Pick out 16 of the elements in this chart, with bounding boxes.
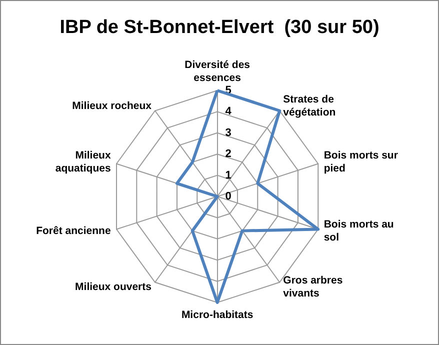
y-tick-label: 0 — [225, 190, 232, 203]
spoke-label: Milieux aquatiques — [55, 149, 111, 174]
spoke-label: Bois morts sur pied — [324, 149, 398, 174]
spoke-label: Strates de végétation — [283, 93, 336, 118]
spoke-label: Milieux ouverts — [75, 281, 152, 294]
y-tick-label: 1 — [225, 169, 232, 182]
spoke-label: Forêt ancienne — [36, 225, 111, 238]
y-tick-label: 2 — [225, 148, 232, 160]
chart-title: IBP de St-Bonnet-Elvert (30 sur 50) — [60, 17, 380, 38]
y-tick-label: 4 — [225, 106, 232, 118]
spoke-label: Gros arbres vivants — [283, 274, 343, 300]
spoke-label: Micro-habitats — [181, 309, 254, 322]
spoke-label: Milieux rocheux — [72, 100, 152, 112]
spoke-label: Bois morts au sol — [324, 218, 394, 244]
spoke-label: Diversité des essences — [184, 59, 250, 84]
y-tick-label: 3 — [225, 126, 232, 139]
